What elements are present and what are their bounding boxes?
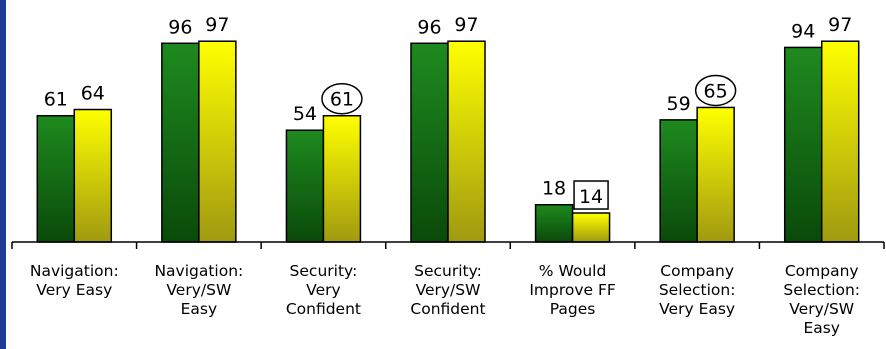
left-edge-bar [0,0,6,349]
labels-layer: 61 64 Navigation: Very Easy 96 97 Navigation: V… [30,14,860,337]
bar-cat4-s0 [534,203,574,243]
bar-cat1-s1 [198,40,237,243]
value-label-cat6-s1: 97 [828,14,852,36]
bar-cat6-s1 [820,40,860,243]
value-label-cat4-s0: 18 [542,178,566,200]
category-label-2: Security: Very Confident [286,262,361,318]
annotation-box [573,180,609,210]
category-label-5: Company Selection: Very Easy [659,262,736,318]
bar-cat2-s0 [285,129,325,243]
value-label-cat6-s0: 94 [791,20,815,42]
bar-cat2-s1 [322,114,362,243]
category-label-4: % Would Improve FF Pages [529,262,616,318]
bar-cat6-s0 [783,46,823,243]
bar-cat1-s0 [161,42,200,243]
bar-cat0-s0 [36,114,76,243]
value-label-cat2-s1: 61 [330,89,354,111]
bar-cat3-s1 [447,40,486,243]
value-label-cat4-s1: 14 [579,186,603,208]
bar-cat5-s0 [659,119,698,243]
value-label-cat1-s1: 97 [205,14,229,36]
value-label-cat3-s1: 97 [454,14,478,36]
value-label-cat0-s0: 61 [44,89,68,111]
value-label-cat3-s0: 96 [417,16,441,38]
bar-cat0-s1 [73,108,113,243]
bar-cat5-s1 [696,106,735,243]
value-label-cat2-s0: 54 [293,103,317,125]
annotation-circle [321,82,363,115]
value-label-cat5-s0: 59 [667,93,691,115]
bar-cat3-s0 [410,42,449,243]
bar-cat4-s1 [571,212,611,243]
value-label-cat5-s1: 65 [704,80,728,102]
category-label-3: Security: Very/SW Confident [410,262,485,318]
annotation-circle [694,74,737,107]
category-label-6: Company Selection: Very/SW Easy [783,262,860,337]
value-label-cat1-s0: 96 [168,16,192,38]
category-label-0: Navigation: Very Easy [30,262,119,299]
value-label-cat0-s1: 64 [81,83,105,105]
category-label-1: Navigation: Very/SW Easy [154,262,243,318]
axis-layer [11,241,885,249]
bars-layer [36,40,860,243]
